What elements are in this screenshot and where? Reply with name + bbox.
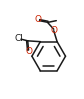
Text: O: O: [25, 47, 33, 56]
Text: Cl: Cl: [14, 34, 23, 43]
Text: O: O: [34, 16, 41, 24]
Text: O: O: [50, 26, 57, 35]
